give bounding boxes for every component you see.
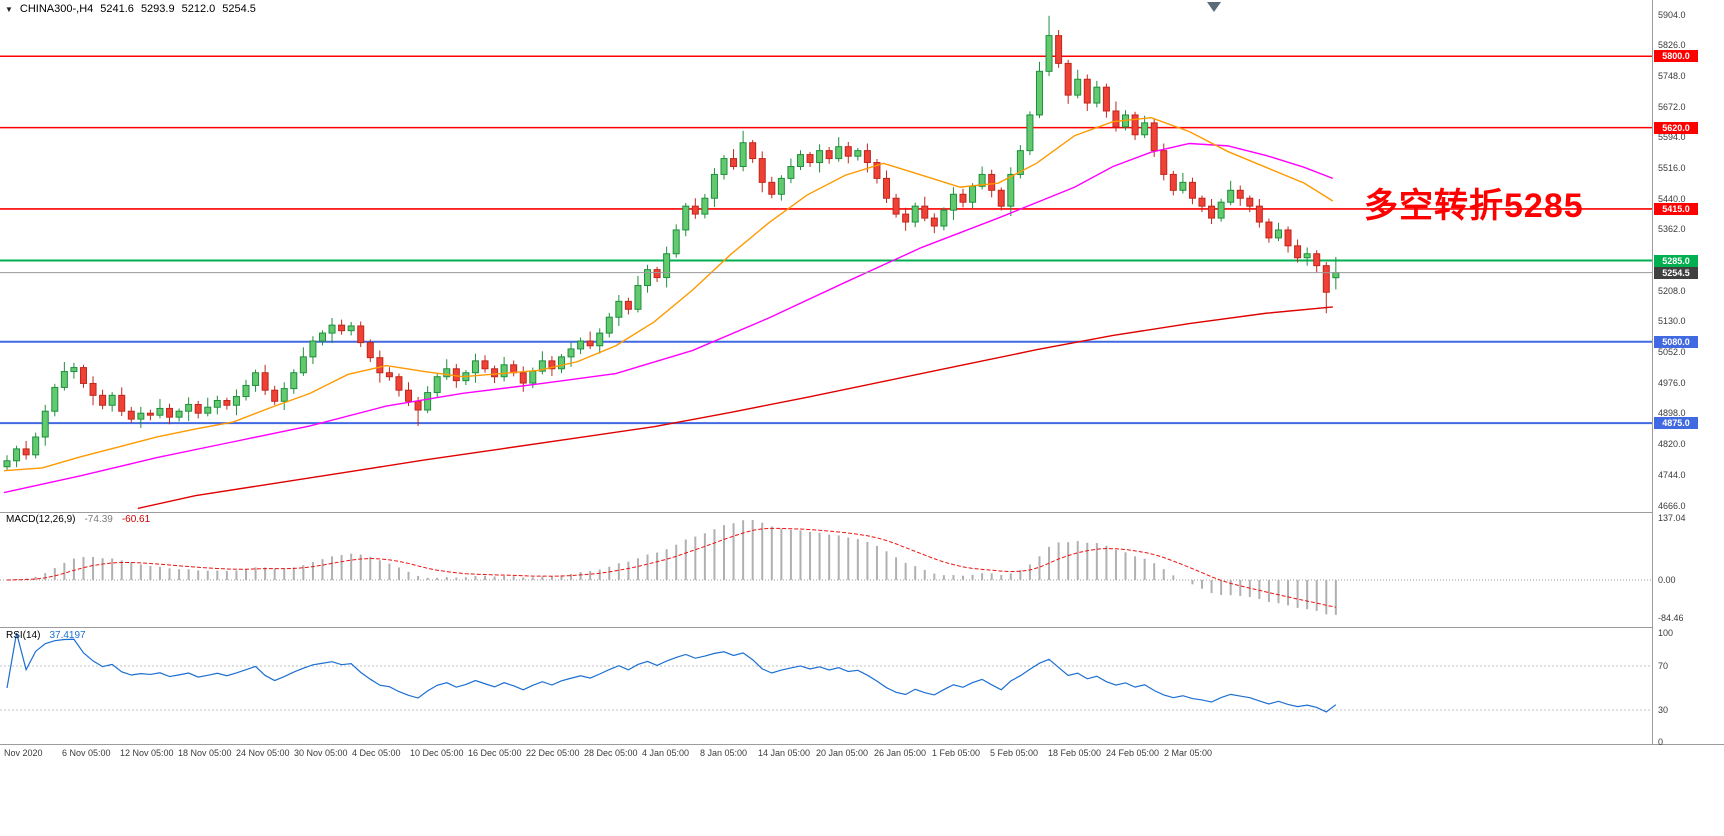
time-axis-label: 24 Feb 05:00	[1106, 748, 1160, 758]
time-axis-label: 4 Dec 05:00	[352, 748, 401, 758]
ma-mid-line	[3, 142, 1334, 494]
macd-axis-label: 137.04	[1658, 512, 1686, 523]
price-badge-5080.0: 5080.0	[1654, 335, 1698, 348]
macd-signal-line	[6, 527, 1336, 608]
ohlc-high: 5293.9	[140, 3, 175, 15]
macd-signal-value: -60.61	[121, 514, 151, 525]
price-tick-label: 5362.0	[1658, 224, 1686, 235]
price-tick-label: 5748.0	[1658, 71, 1686, 82]
price-tick-label: 4820.0	[1658, 439, 1686, 450]
level-lines	[0, 55, 1653, 425]
macd-title: MACD(12,26,9) -74.39 -60.61	[6, 514, 150, 525]
time-axis-label: 30 Nov 05:00	[294, 748, 348, 758]
time-axis-label: 6 Nov 05:00	[62, 748, 111, 758]
rsi-axis-label: 30	[1658, 704, 1669, 715]
time-axis-label: 12 Nov 05:00	[120, 748, 174, 758]
price-tick-label: 5440.0	[1658, 193, 1686, 204]
price-tick-label: 5904.0	[1658, 9, 1686, 20]
rsi-line	[6, 632, 1337, 713]
rsi-level-lines	[0, 665, 1653, 711]
time-axis-label: 5 Feb 05:00	[990, 748, 1039, 758]
time-axis-label: 18 Nov 05:00	[178, 748, 232, 758]
macd-axis-label: -84.46	[1658, 612, 1684, 623]
ohlc-close: 5254.5	[222, 3, 256, 15]
ohlc-low: 5212.0	[181, 3, 216, 15]
time-axis-label: 18 Feb 05:00	[1048, 748, 1102, 758]
price-badge-5620.0: 5620.0	[1654, 121, 1698, 134]
price-tick-label: 4666.0	[1658, 500, 1686, 511]
time-axis-label: 26 Jan 05:00	[874, 748, 927, 758]
symbol-timeframe: CHINA300-,H4	[19, 3, 94, 15]
macd-label: MACD(12,26,9)	[6, 514, 76, 525]
candles	[3, 15, 1340, 471]
ohlc-open: 5241.6	[100, 3, 134, 15]
price-badge-5800.0: 5800.0	[1654, 50, 1698, 63]
time-axis-label: 16 Dec 05:00	[468, 748, 522, 758]
chart-header: ▼ CHINA300-,H4 5241.6 5293.9 5212.0 5254…	[5, 3, 256, 15]
price-tick-label: 5208.0	[1658, 285, 1686, 296]
macd-axis-label: 0.00	[1658, 574, 1676, 585]
time-axis-label: Nov 2020	[4, 748, 43, 758]
time-axis-label: 4 Jan 05:00	[642, 748, 690, 758]
symbol-dropdown-icon[interactable]: ▼	[5, 4, 13, 14]
price-tick-label: 4744.0	[1658, 469, 1686, 480]
chart-annotation-text[interactable]: 多空转折5285	[1364, 187, 1584, 225]
panel-separators	[0, 0, 1724, 745]
price-tick-label: 5672.0	[1658, 101, 1686, 112]
current-price-badge: 5254.5	[1654, 266, 1698, 279]
rsi-axis-label: 100	[1658, 627, 1674, 638]
ma-slow-line	[137, 306, 1333, 510]
rsi-axis-label: 70	[1658, 660, 1669, 671]
rsi-value: 37.4197	[49, 630, 86, 641]
price-badge-5415.0: 5415.0	[1654, 202, 1698, 215]
price-tick-label: 5594.0	[1658, 132, 1686, 143]
time-axis-label: 10 Dec 05:00	[410, 748, 464, 758]
price-tick-label: 4976.0	[1658, 377, 1686, 388]
price-tick-label: 5826.0	[1658, 40, 1686, 51]
time-axis-label: 28 Dec 05:00	[584, 748, 638, 758]
time-axis-label: 1 Feb 05:00	[932, 748, 981, 758]
time-axis-label: 24 Nov 05:00	[236, 748, 290, 758]
chart-shift-marker-icon	[1207, 2, 1221, 12]
rsi-title: RSI(14) 37.4197	[6, 630, 86, 641]
time-axis-label: 2 Mar 05:00	[1164, 748, 1213, 758]
rsi-label: RSI(14)	[6, 630, 41, 641]
price-tick-label: 4898.0	[1658, 408, 1686, 419]
time-axis-label: 14 Jan 05:00	[758, 748, 811, 758]
time-axis-label: 8 Jan 05:00	[700, 748, 748, 758]
price-tick-label: 5130.0	[1658, 316, 1686, 327]
ma-fast-line	[3, 117, 1334, 472]
time-axis-label: 22 Dec 05:00	[526, 748, 580, 758]
price-badge-5285.0: 5285.0	[1654, 254, 1698, 267]
price-badge-4875.0: 4875.0	[1654, 417, 1698, 430]
price-tick-label: 5052.0	[1658, 347, 1686, 358]
rsi-axis-label: 0	[1658, 737, 1664, 747]
time-axis-label: 20 Jan 05:00	[816, 748, 869, 758]
price-tick-label: 5516.0	[1658, 163, 1686, 174]
macd-main-value: -74.39	[84, 514, 113, 525]
